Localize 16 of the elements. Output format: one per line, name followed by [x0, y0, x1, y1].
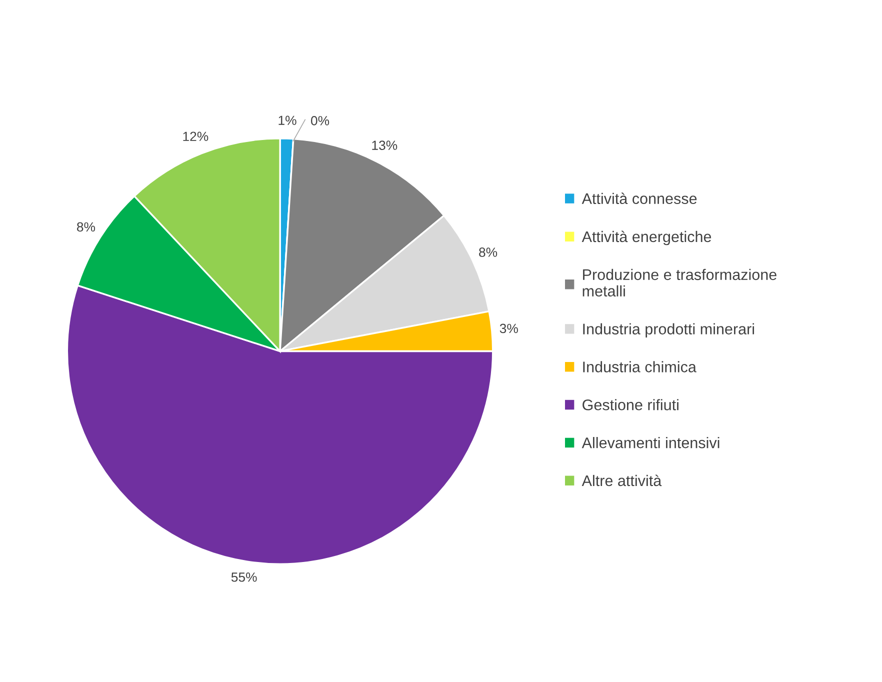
data-label: 12%	[183, 132, 208, 142]
legend-label: Attività energetiche	[582, 230, 712, 246]
legend-label: Gestione rifiuti	[582, 399, 678, 410]
legend-label: Attività connesse	[582, 192, 697, 204]
legend-label: Industria prodotti minerari	[583, 323, 754, 338]
data-label: 8%	[77, 222, 96, 232]
data-label: 13%	[372, 140, 398, 150]
text: 0%	[310, 116, 330, 126]
data-label: 1%	[278, 116, 296, 125]
data-label: 3%	[500, 324, 518, 334]
data-label: 55%	[231, 572, 257, 582]
legend-label: Industria chimica	[583, 361, 696, 372]
legend-label: Allevamenti intensivi	[582, 437, 720, 448]
data-label: 8%	[479, 248, 498, 257]
legend-label: Altre attività	[582, 474, 662, 486]
legend-label: Produzione e trasformazione metalli	[582, 268, 776, 297]
